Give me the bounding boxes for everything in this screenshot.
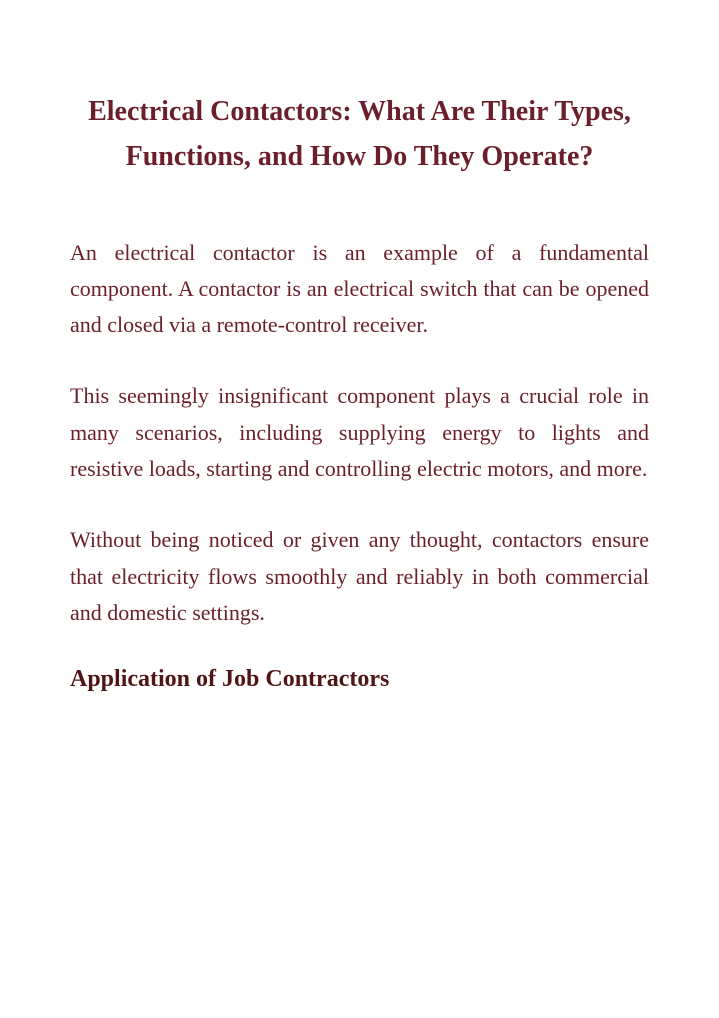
intro-paragraph-1: An electrical contactor is an example of… [70, 235, 649, 344]
page-title: Electrical Contactors: What Are Their Ty… [70, 90, 649, 180]
intro-paragraph-2: This seemingly insignificant component p… [70, 378, 649, 487]
section-heading: Application of Job Contractors [70, 666, 649, 693]
intro-paragraph-3: Without being noticed or given any thoug… [70, 522, 649, 631]
